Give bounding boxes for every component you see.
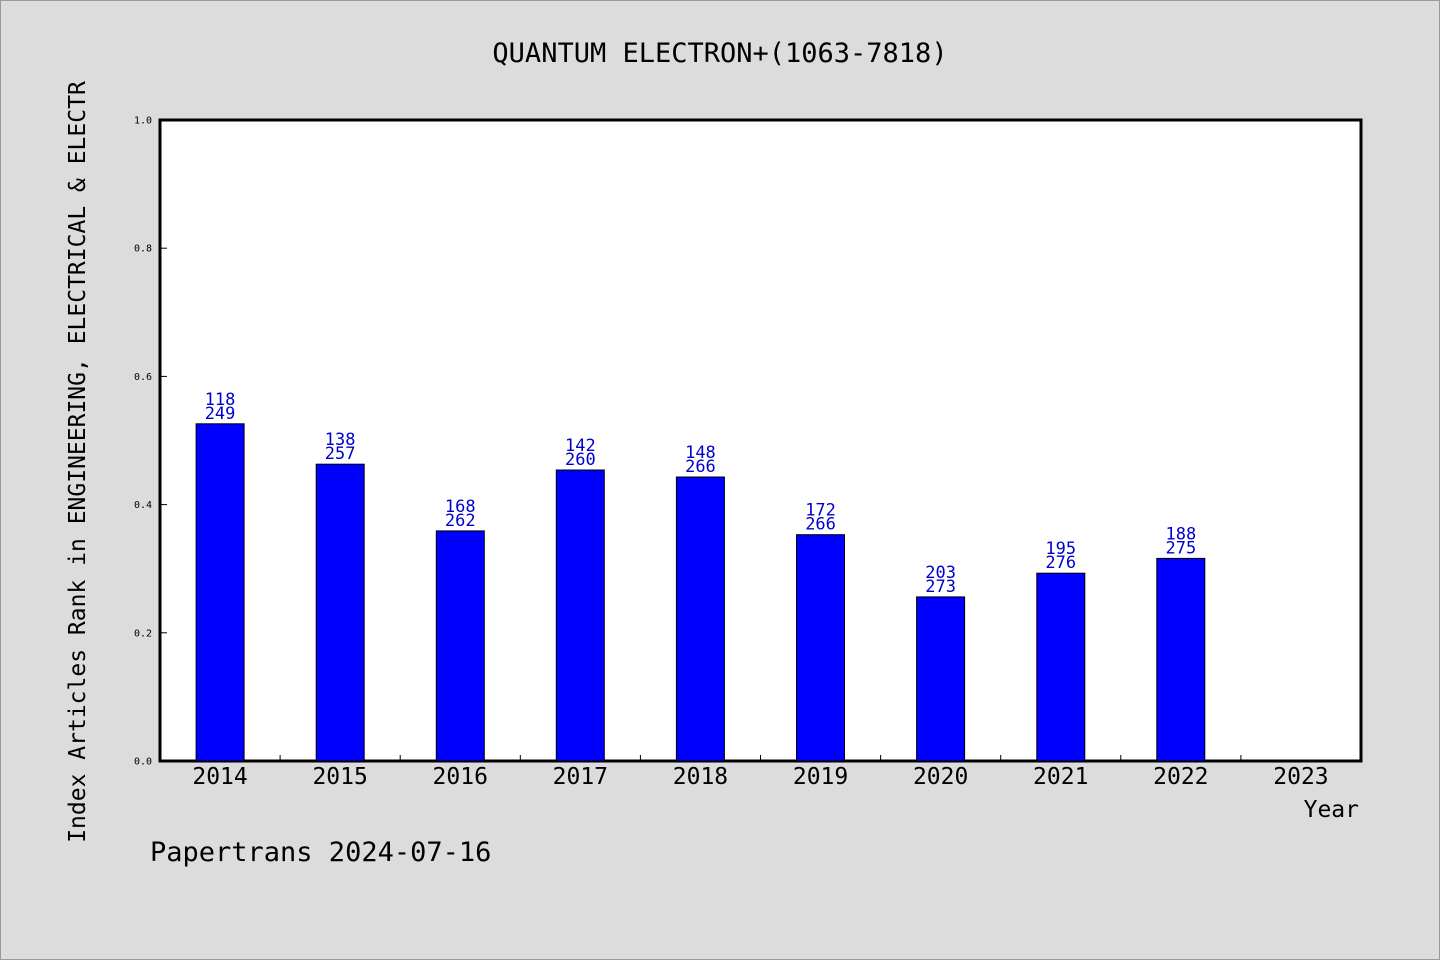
bar-label-top-2022: 188 <box>1165 524 1196 544</box>
bar-2015 <box>315 463 365 762</box>
bar-label-bottom-2021: 276 <box>1045 553 1076 573</box>
bar-label-bottom-2018: 266 <box>685 457 716 477</box>
y-tick-label-0.6: 0.6 <box>134 372 152 383</box>
x-tick-label-2022: 2022 <box>1153 764 1208 790</box>
chart-title: QUANTUM ELECTRON+(1063-7818) <box>492 38 947 69</box>
bar-2018 <box>675 476 725 762</box>
x-tick-label-2014: 2014 <box>192 764 247 790</box>
bar-label-bottom-2017: 260 <box>565 450 596 470</box>
bar-label-top-2015: 138 <box>325 430 356 450</box>
y-tick-label-0.2: 0.2 <box>134 628 152 639</box>
bar-label-bottom-2015: 257 <box>325 444 356 464</box>
x-tick-label-2017: 2017 <box>553 764 608 790</box>
bar-2016 <box>435 530 485 762</box>
bar-2017 <box>555 469 605 762</box>
x-tick-label-2023: 2023 <box>1273 764 1328 790</box>
bar-label-top-2019: 172 <box>805 501 836 521</box>
y-tick-label-0.4: 0.4 <box>134 500 152 511</box>
x-tick-label-2016: 2016 <box>433 764 488 790</box>
bar-2020 <box>916 596 966 762</box>
x-tick-label-2018: 2018 <box>673 764 728 790</box>
x-tick-label-2020: 2020 <box>913 764 968 790</box>
bar-label-top-2016: 168 <box>445 497 476 517</box>
bar-label-top-2021: 195 <box>1045 539 1076 559</box>
x-axis-label: Year <box>1304 797 1359 823</box>
bar-label-bottom-2022: 275 <box>1165 538 1196 558</box>
footer-credit: Papertrans 2024-07-16 <box>150 837 491 868</box>
bar-2014 <box>195 423 245 762</box>
bar-2022 <box>1156 557 1206 762</box>
bar-label-top-2018: 148 <box>685 443 716 463</box>
bar-label-top-2017: 142 <box>565 436 596 456</box>
bar-label-bottom-2020: 273 <box>925 577 956 597</box>
bar-2019 <box>796 534 845 762</box>
x-tick-label-2015: 2015 <box>312 764 367 790</box>
y-tick-label-1.0: 1.0 <box>134 116 152 127</box>
bar-label-top-2020: 203 <box>925 563 956 583</box>
bar-label-bottom-2016: 262 <box>445 511 476 531</box>
x-tick-label-2021: 2021 <box>1033 764 1088 790</box>
y-tick-label-0.8: 0.8 <box>134 244 152 255</box>
bar-label-top-2014: 118 <box>205 390 236 410</box>
bar-label-bottom-2019: 266 <box>805 515 836 535</box>
x-axis-ticks: 2014 2015 2016 2017 2018 2019 2020 2021 2022 2023 <box>192 755 1329 790</box>
bar-2021 <box>1036 572 1086 762</box>
y-tick-label-0.0: 0.0 <box>134 757 152 768</box>
y-axis-ticks: 0.0 0.2 0.4 0.6 0.8 1.0 <box>134 116 167 768</box>
bar-label-bottom-2014: 249 <box>205 404 236 424</box>
y-axis-label: Index Articles Rank in ENGINEERING, ELEC… <box>65 81 91 843</box>
x-tick-label-2019: 2019 <box>793 764 848 790</box>
